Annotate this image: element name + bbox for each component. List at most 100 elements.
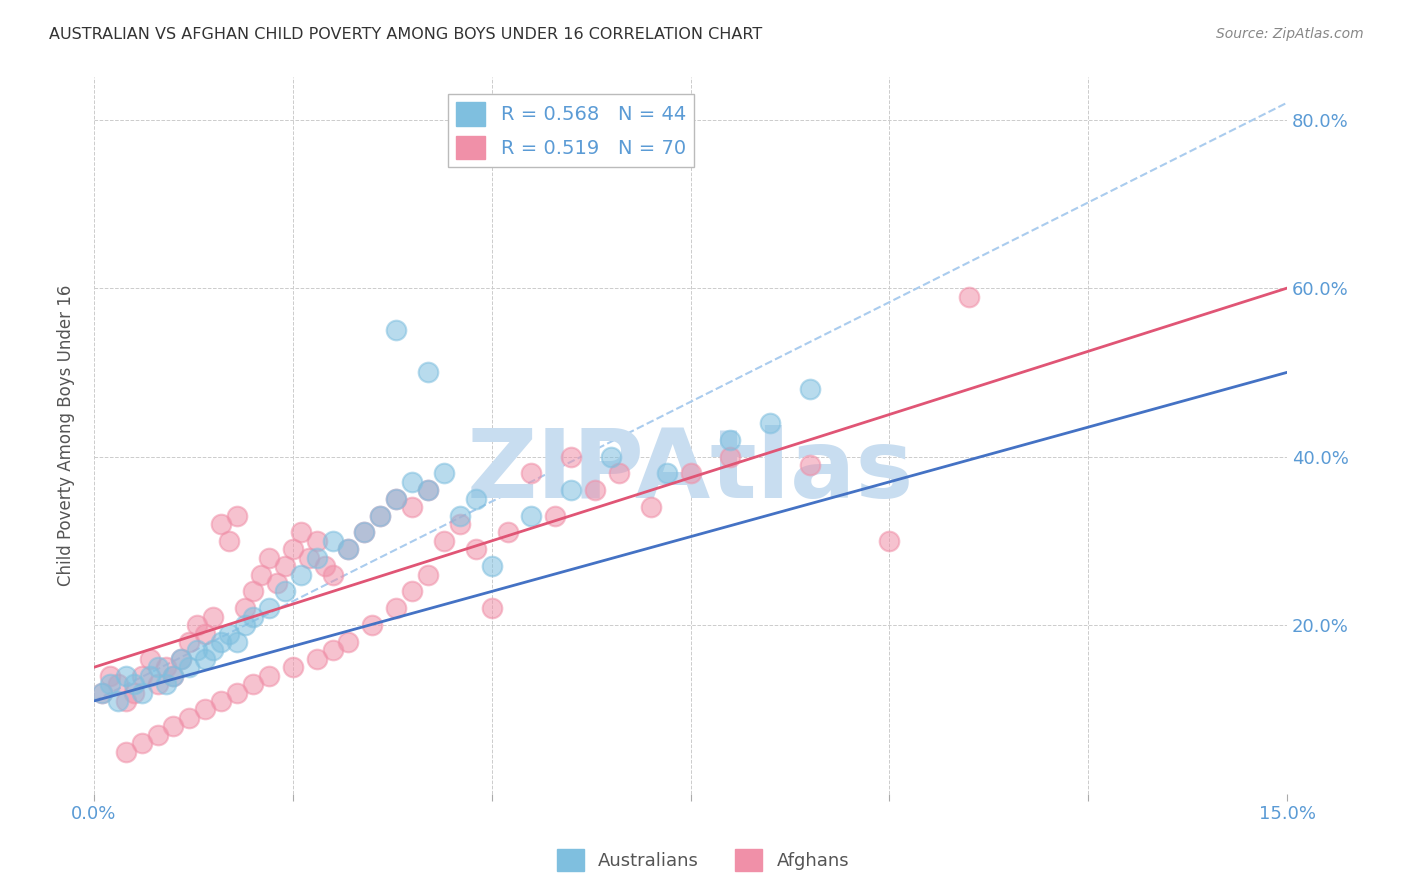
Point (560, 450, 582, 464)
Point (179, 711, 201, 725)
Point (449, 516, 471, 531)
Point (305, 550, 328, 565)
Point (194, 626, 217, 640)
Point (114, 669, 136, 683)
Point (401, 500, 423, 515)
Point (281, 660, 304, 674)
Point (433, 533, 456, 548)
Point (186, 643, 208, 657)
Point (305, 652, 328, 666)
Point (226, 635, 249, 649)
Point (401, 584, 423, 599)
Point (98, 669, 121, 683)
Point (162, 669, 184, 683)
Point (281, 542, 304, 557)
Point (170, 652, 193, 666)
Point (481, 559, 503, 574)
Point (799, 382, 821, 396)
Point (481, 601, 503, 615)
Point (146, 728, 169, 742)
Point (544, 508, 567, 523)
Point (416, 567, 439, 582)
Point (122, 677, 145, 691)
Point (290, 567, 312, 582)
Point (257, 550, 280, 565)
Point (353, 525, 375, 540)
Point (322, 643, 344, 657)
Point (90, 685, 112, 699)
Point (218, 533, 240, 548)
Point (401, 475, 423, 489)
Point (107, 677, 129, 691)
Point (179, 660, 201, 674)
Point (322, 533, 344, 548)
Point (131, 685, 153, 699)
Point (416, 483, 439, 498)
Point (655, 467, 678, 481)
Point (226, 508, 249, 523)
Point (416, 365, 439, 379)
Point (107, 694, 129, 708)
Point (718, 433, 741, 447)
Point (433, 467, 456, 481)
Point (290, 525, 312, 540)
Point (202, 643, 225, 657)
Point (131, 669, 153, 683)
Point (138, 652, 160, 666)
Point (385, 601, 408, 615)
Point (242, 677, 264, 691)
Point (520, 508, 543, 523)
Point (209, 635, 232, 649)
Point (464, 491, 486, 506)
Point (298, 550, 321, 565)
Point (640, 500, 662, 515)
Point (242, 609, 264, 624)
Point (679, 467, 702, 481)
Point (274, 559, 297, 574)
Point (337, 635, 360, 649)
Y-axis label: Child Poverty Among Boys Under 16: Child Poverty Among Boys Under 16 (58, 285, 75, 586)
Point (90, 685, 112, 699)
Text: AUSTRALIAN VS AFGHAN CHILD POVERTY AMONG BOYS UNDER 16 CORRELATION CHART: AUSTRALIAN VS AFGHAN CHILD POVERTY AMONG… (49, 27, 762, 42)
Point (257, 601, 280, 615)
Point (179, 635, 201, 649)
Point (194, 702, 217, 716)
Text: ZIPAtlas: ZIPAtlas (467, 425, 914, 518)
Point (155, 660, 177, 674)
Point (122, 685, 145, 699)
Point (464, 542, 486, 557)
Point (353, 525, 375, 540)
Point (449, 508, 471, 523)
Point (314, 559, 336, 574)
Point (274, 584, 297, 599)
Text: Source: ZipAtlas.com: Source: ZipAtlas.com (1216, 27, 1364, 41)
Point (368, 508, 391, 523)
Point (496, 525, 519, 540)
Point (98, 677, 121, 691)
Point (583, 483, 606, 498)
Point (520, 467, 543, 481)
Point (162, 669, 184, 683)
Point (226, 685, 249, 699)
Point (368, 508, 391, 523)
Point (322, 567, 344, 582)
Point (131, 736, 153, 750)
Point (209, 516, 232, 531)
Point (957, 289, 980, 303)
Point (361, 618, 384, 632)
Point (114, 745, 136, 759)
Point (218, 626, 240, 640)
Point (146, 660, 169, 674)
Point (266, 576, 288, 591)
Point (186, 618, 208, 632)
Point (879, 533, 901, 548)
Point (337, 542, 360, 557)
Point (305, 533, 328, 548)
Point (233, 601, 256, 615)
Point (162, 719, 184, 733)
Legend: Australians, Afghans: Australians, Afghans (550, 842, 856, 879)
Point (607, 467, 630, 481)
Point (385, 323, 408, 337)
Point (600, 450, 623, 464)
Point (385, 491, 408, 506)
